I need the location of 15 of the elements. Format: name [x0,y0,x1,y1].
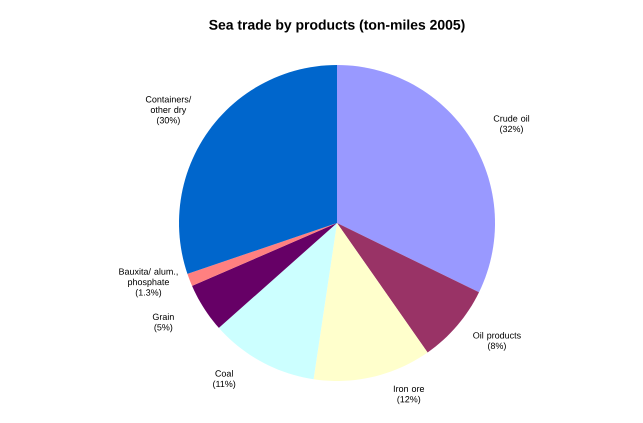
data-label: (30%) [156,116,180,126]
slice-label: Oil products [473,332,521,340]
slice-label: Crude oil [494,115,530,122]
data-label: (32%) [500,126,523,134]
slice-label: Iron ore [394,386,424,392]
data-label: (8%) [488,342,506,351]
slice-label: Grain [152,313,174,320]
slice-label: Bauxita/ alum., phosphate [119,268,178,287]
data-label: (12%) [397,396,420,404]
data-label: (1.3%) [136,289,162,298]
slice-label: Containers/ other dry [146,96,192,115]
data-label: (5%) [154,324,172,332]
chart-title: Sea trade by products (ton-miles 2005) [209,19,465,32]
slice-label: Coal [215,370,233,377]
data-label: (11%) [213,380,236,389]
